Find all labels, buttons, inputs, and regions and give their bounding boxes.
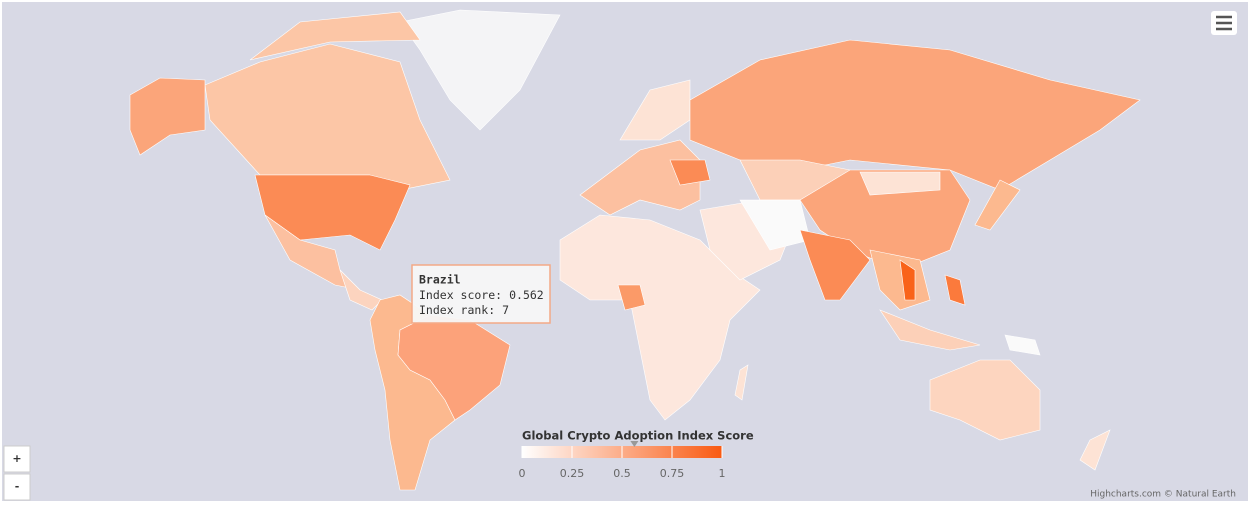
- tooltip-line: Index score: 0.562: [419, 288, 544, 302]
- menu-icon[interactable]: [1216, 15, 1232, 31]
- zoom-in[interactable]: +: [3, 445, 31, 473]
- credits: Highcharts.com © Natural Earth: [1090, 490, 1236, 500]
- tooltip-label: Index score:: [419, 288, 502, 302]
- country: [944, 274, 966, 306]
- tooltip-value: 0.562: [509, 288, 544, 302]
- legend-tick-label: 0.5: [613, 467, 631, 480]
- country: [617, 284, 646, 311]
- country: [859, 171, 941, 196]
- legend-marker: [630, 441, 639, 447]
- zoom-in-label[interactable]: +: [12, 452, 21, 465]
- country: [204, 43, 451, 191]
- country: [1004, 334, 1041, 356]
- zoom-out-bg[interactable]: [3, 473, 31, 501]
- country: [974, 179, 1021, 231]
- legend-tick-label: 1: [719, 467, 726, 480]
- country: [559, 214, 761, 421]
- menu-button[interactable]: [1211, 11, 1237, 35]
- legend-tick-label: 0.75: [660, 467, 685, 480]
- country: [1079, 429, 1111, 471]
- zoom-out[interactable]: -: [3, 473, 31, 501]
- country: [734, 364, 749, 401]
- legend-tick-label: 0: [519, 467, 526, 480]
- country: [899, 259, 916, 301]
- legend-title: Global Crypto Adoption Index Score: [522, 429, 754, 443]
- tooltip-label: Index rank:: [419, 303, 495, 317]
- country: [339, 269, 383, 311]
- tooltip-value: 7: [502, 303, 509, 317]
- country: [129, 77, 206, 156]
- country: [399, 9, 561, 131]
- legend-tick-label: 0.25: [560, 467, 585, 480]
- country: [669, 159, 711, 186]
- country: [249, 11, 421, 61]
- tooltip-line: Index rank: 7: [419, 303, 509, 317]
- country: [929, 359, 1041, 441]
- country: [879, 309, 981, 351]
- tooltip-title: Brazil: [419, 273, 461, 287]
- countries: [129, 9, 1141, 491]
- country: [799, 229, 871, 301]
- zoom-in-bg[interactable]: [3, 445, 31, 473]
- tooltip-box: [411, 264, 551, 324]
- zoom-out-label[interactable]: -: [15, 480, 20, 493]
